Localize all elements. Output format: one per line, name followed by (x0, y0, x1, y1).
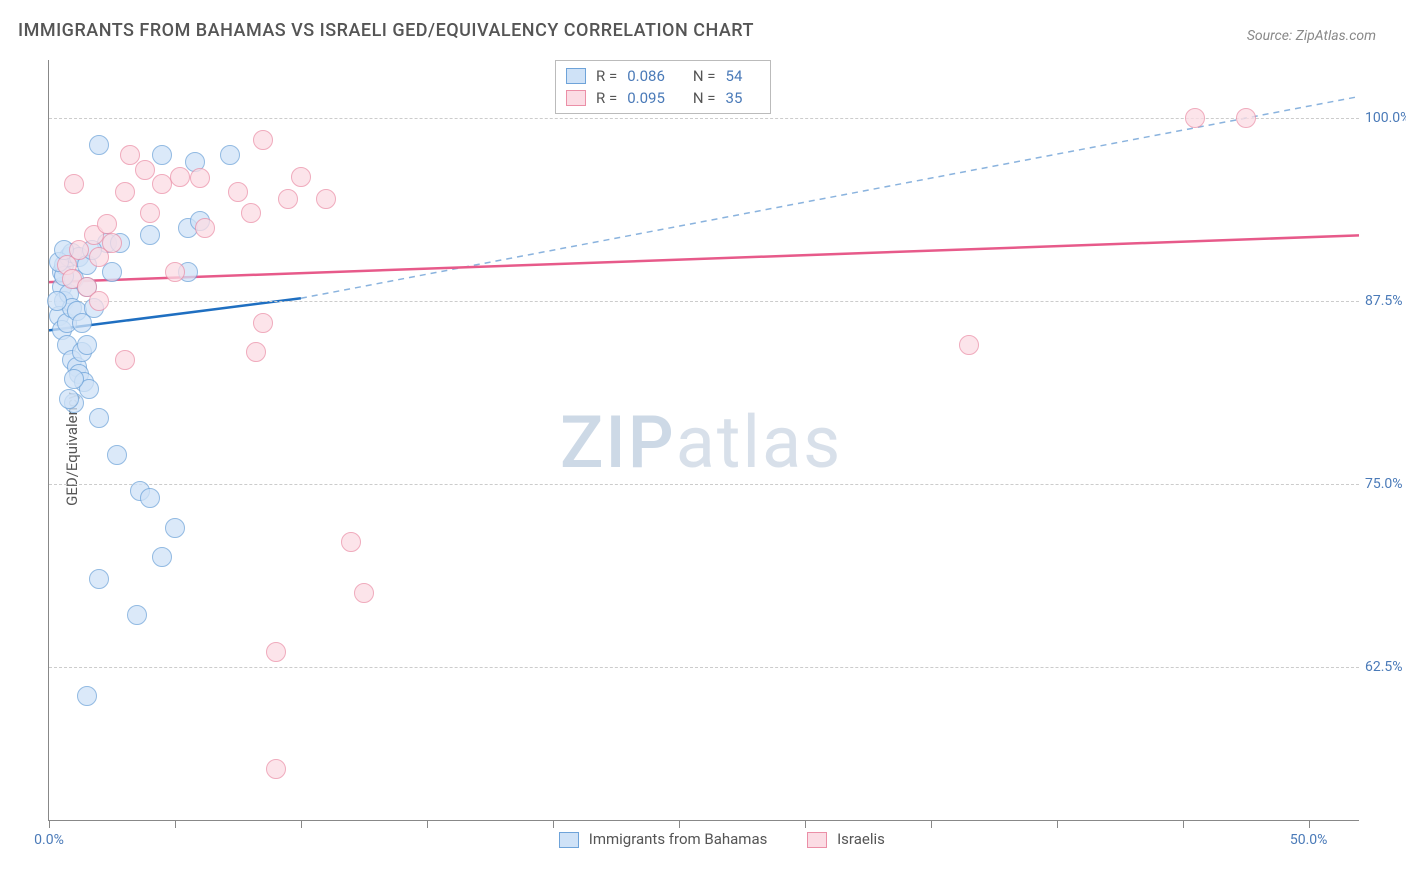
legend-swatch-1 (807, 832, 827, 848)
stats-legend-row-0: R = 0.086 N = 54 (566, 65, 760, 87)
data-point-series-0 (89, 569, 109, 589)
stats-legend-row-1: R = 0.095 N = 35 (566, 87, 760, 109)
data-point-series-1 (278, 189, 298, 209)
legend-swatch-0 (559, 832, 579, 848)
series-legend: Immigrants from Bahamas Israelis (559, 830, 885, 848)
gridline-h (49, 484, 1359, 485)
data-point-series-0 (140, 488, 160, 508)
data-point-series-1 (140, 203, 160, 223)
data-point-series-1 (246, 342, 266, 362)
n-label: N = (693, 65, 716, 87)
chart-source: Source: ZipAtlas.com (1247, 28, 1376, 44)
data-point-series-0 (107, 445, 127, 465)
r-value-0: 0.086 (627, 65, 665, 87)
stats-legend: R = 0.086 N = 54 R = 0.095 N = 35 (555, 60, 771, 114)
data-point-series-0 (220, 145, 240, 165)
data-point-series-1 (228, 182, 248, 202)
data-point-series-1 (266, 759, 286, 779)
x-tick (301, 820, 302, 828)
data-point-series-1 (165, 262, 185, 282)
x-tick (175, 820, 176, 828)
data-point-series-1 (195, 218, 215, 238)
gridline-h (49, 118, 1359, 119)
x-tick (1183, 820, 1184, 828)
data-point-series-1 (120, 145, 140, 165)
chart-title: IMMIGRANTS FROM BAHAMAS VS ISRAELI GED/E… (18, 20, 754, 41)
data-point-series-0 (152, 547, 172, 567)
x-tick-label: 50.0% (1290, 832, 1328, 848)
data-point-series-1 (253, 130, 273, 150)
data-point-series-1 (291, 167, 311, 187)
x-tick (931, 820, 932, 828)
data-point-series-1 (170, 167, 190, 187)
data-point-series-0 (47, 291, 67, 311)
data-point-series-0 (152, 145, 172, 165)
swatch-series-0 (566, 68, 586, 84)
r-label: R = (596, 87, 617, 109)
x-tick (49, 820, 50, 828)
data-point-series-1 (190, 168, 210, 188)
data-point-series-1 (115, 182, 135, 202)
data-point-series-0 (89, 135, 109, 155)
data-point-series-0 (127, 605, 147, 625)
data-point-series-0 (59, 389, 79, 409)
x-tick (805, 820, 806, 828)
n-label: N = (693, 87, 716, 109)
data-point-series-1 (241, 203, 261, 223)
data-point-series-1 (253, 313, 273, 333)
data-point-series-1 (316, 189, 336, 209)
legend-item-1: Israelis (807, 830, 885, 848)
r-value-1: 0.095 (627, 87, 665, 109)
y-tick-label: 100.0% (1365, 110, 1406, 126)
data-point-series-1 (64, 174, 84, 194)
data-point-series-1 (341, 532, 361, 552)
plot-area: R = 0.086 N = 54 R = 0.095 N = 35 Immigr… (48, 60, 1359, 821)
x-tick (553, 820, 554, 828)
x-tick-label: 0.0% (34, 832, 64, 848)
swatch-series-1 (566, 90, 586, 106)
data-point-series-1 (354, 583, 374, 603)
legend-item-0: Immigrants from Bahamas (559, 830, 767, 848)
y-tick-label: 75.0% (1365, 476, 1406, 492)
y-tick-label: 62.5% (1365, 659, 1406, 675)
x-tick (679, 820, 680, 828)
data-point-series-0 (140, 225, 160, 245)
data-point-series-1 (135, 160, 155, 180)
data-point-series-0 (77, 686, 97, 706)
legend-label-0: Immigrants from Bahamas (589, 830, 768, 848)
data-point-series-0 (77, 335, 97, 355)
data-point-series-1 (1236, 108, 1256, 128)
data-point-series-1 (69, 240, 89, 260)
data-point-series-1 (97, 214, 117, 234)
r-label: R = (596, 65, 617, 87)
data-point-series-1 (959, 335, 979, 355)
x-tick (427, 820, 428, 828)
data-point-series-1 (89, 291, 109, 311)
data-point-series-1 (115, 350, 135, 370)
y-tick-label: 87.5% (1365, 293, 1406, 309)
data-point-series-0 (165, 518, 185, 538)
x-tick (1309, 820, 1310, 828)
legend-label-1: Israelis (837, 830, 885, 848)
n-value-1: 35 (726, 87, 743, 109)
data-point-series-1 (102, 233, 122, 253)
x-tick (1057, 820, 1058, 828)
n-value-0: 54 (726, 65, 743, 87)
data-point-series-1 (266, 642, 286, 662)
data-point-series-0 (64, 369, 84, 389)
trend-line (49, 235, 1359, 282)
gridline-h (49, 301, 1359, 302)
data-point-series-1 (1185, 108, 1205, 128)
trend-lines-svg (49, 60, 1359, 820)
gridline-h (49, 667, 1359, 668)
data-point-series-0 (89, 408, 109, 428)
